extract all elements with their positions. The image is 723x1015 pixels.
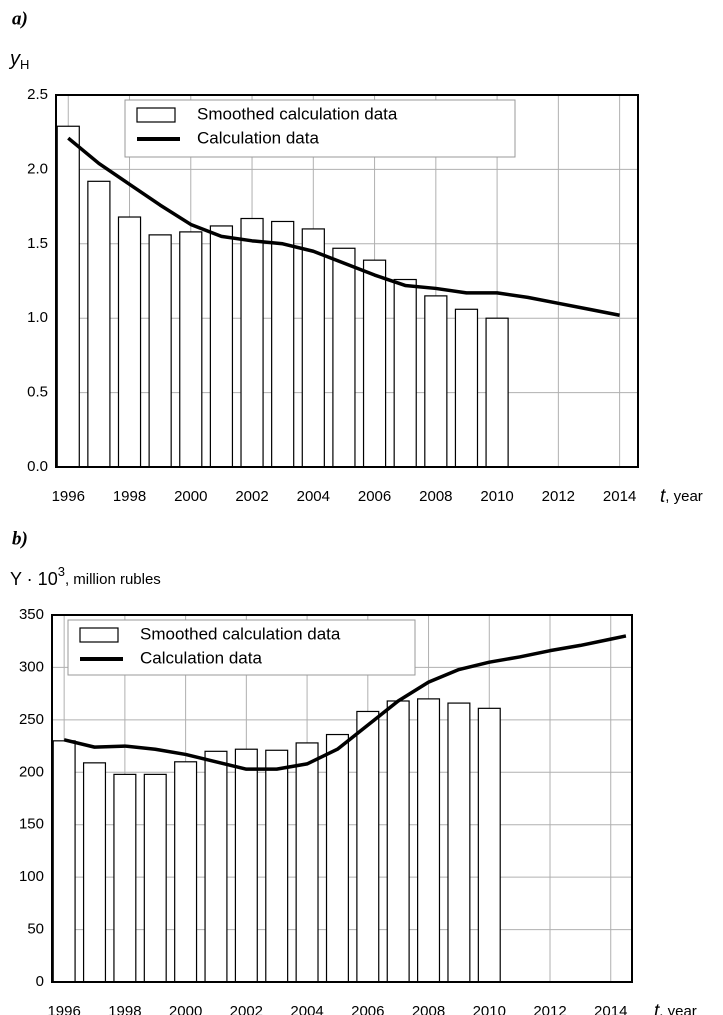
bar xyxy=(356,710,380,983)
legend-label: Smoothed calculation data xyxy=(197,104,398,123)
bar xyxy=(362,259,387,468)
bar xyxy=(485,317,509,468)
y-tick-label: 200 xyxy=(19,763,44,780)
y-label-part: , million rubles xyxy=(65,571,161,588)
legend-swatch xyxy=(79,627,119,643)
plot-frame xyxy=(51,614,633,983)
legend-label: Calculation data xyxy=(140,648,262,667)
y-tick-label: 2.0 xyxy=(27,160,48,177)
y-tick-label: 250 xyxy=(19,711,44,728)
x-tick-label: 2006 xyxy=(358,488,391,505)
bar xyxy=(271,220,295,468)
x-tick-label: 2002 xyxy=(235,488,268,505)
x-tick-label: 2004 xyxy=(297,488,330,505)
bar xyxy=(301,228,325,468)
bar xyxy=(179,231,203,468)
y-tick-label: 0.5 xyxy=(27,384,48,401)
y-axis-label: yH xyxy=(8,48,29,72)
x-axis-label: t, year xyxy=(660,486,703,507)
x-tick-label: 2010 xyxy=(473,1003,506,1015)
bar xyxy=(265,749,289,983)
legend-box xyxy=(124,99,516,158)
x-tick-label: 1998 xyxy=(113,488,146,505)
bar xyxy=(295,742,319,983)
legend-label: Smoothed calculation data xyxy=(140,624,341,643)
y-label-part: H xyxy=(20,57,29,72)
panel-label: a) xyxy=(12,8,28,29)
y-label-part: Y · 10 xyxy=(10,569,58,589)
bar xyxy=(417,698,441,983)
bar xyxy=(52,740,76,983)
bar xyxy=(204,750,228,983)
bar xyxy=(234,748,258,983)
x-label-part: , year xyxy=(665,488,703,505)
y-tick-label: 50 xyxy=(27,921,44,938)
y-tick-label: 300 xyxy=(19,658,44,675)
x-tick-label: 2000 xyxy=(169,1003,202,1015)
bar xyxy=(325,733,349,983)
bar xyxy=(386,700,410,983)
bar xyxy=(148,234,172,468)
bar xyxy=(82,762,107,983)
bar xyxy=(477,707,501,983)
bar xyxy=(113,773,137,983)
y-tick-label: 1.0 xyxy=(27,309,48,326)
bar xyxy=(424,295,448,468)
y-tick-label: 150 xyxy=(19,816,44,833)
x-tick-label: 2014 xyxy=(594,1003,627,1015)
legend-label: Calculation data xyxy=(197,128,319,147)
y-tick-label: 2.5 xyxy=(27,86,48,103)
x-tick-label: 1996 xyxy=(52,488,85,505)
legend-swatch xyxy=(136,107,176,123)
plot-frame xyxy=(55,94,639,468)
x-tick-label: 1996 xyxy=(47,1003,80,1015)
line xyxy=(63,634,627,771)
x-tick-label: 2002 xyxy=(230,1003,263,1015)
bar xyxy=(454,308,479,468)
line xyxy=(67,136,620,317)
x-label-part: , year xyxy=(659,1003,697,1015)
bar xyxy=(87,180,111,468)
bar xyxy=(56,125,80,468)
y-tick-label: 350 xyxy=(19,606,44,623)
y-label-part: y xyxy=(8,48,21,70)
x-label-part: t xyxy=(654,1001,660,1015)
bar xyxy=(143,773,167,983)
x-tick-label: 2006 xyxy=(351,1003,384,1015)
x-tick-label: 2012 xyxy=(533,1003,566,1015)
x-tick-label: 2004 xyxy=(290,1003,323,1015)
bar xyxy=(209,225,234,468)
y-tick-label: 0 xyxy=(36,973,44,990)
x-label-part: t xyxy=(660,486,666,507)
y-label-part: 3 xyxy=(58,564,65,579)
x-tick-label: 2008 xyxy=(419,488,452,505)
x-tick-label: 2010 xyxy=(480,488,513,505)
bar xyxy=(174,761,198,983)
x-tick-label: 2014 xyxy=(603,488,636,505)
x-tick-label: 2008 xyxy=(412,1003,445,1015)
bar xyxy=(117,216,142,468)
bar xyxy=(447,702,471,983)
y-tick-label: 0.0 xyxy=(27,458,48,475)
x-tick-label: 1998 xyxy=(108,1003,141,1015)
y-tick-label: 100 xyxy=(19,868,44,885)
y-axis-label: Y · 103, million rubles xyxy=(10,564,161,588)
y-tick-label: 1.5 xyxy=(27,235,48,252)
bar xyxy=(332,247,356,468)
x-tick-label: 2012 xyxy=(542,488,575,505)
legend-box xyxy=(67,619,416,676)
panel-label: b) xyxy=(12,528,28,549)
bar xyxy=(240,217,264,468)
x-tick-label: 2000 xyxy=(174,488,207,505)
bar xyxy=(393,278,417,468)
x-axis-label: t, year xyxy=(654,1001,697,1015)
